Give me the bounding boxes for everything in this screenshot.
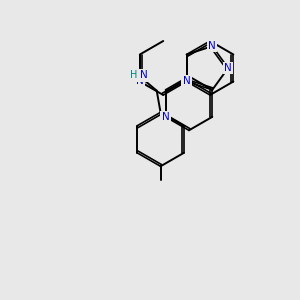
Text: N: N xyxy=(136,76,144,86)
Text: N: N xyxy=(162,112,170,122)
Text: N: N xyxy=(208,41,216,51)
Text: N: N xyxy=(224,63,232,73)
Text: H: H xyxy=(130,70,137,80)
Text: N: N xyxy=(140,70,148,80)
Text: N: N xyxy=(183,76,190,86)
